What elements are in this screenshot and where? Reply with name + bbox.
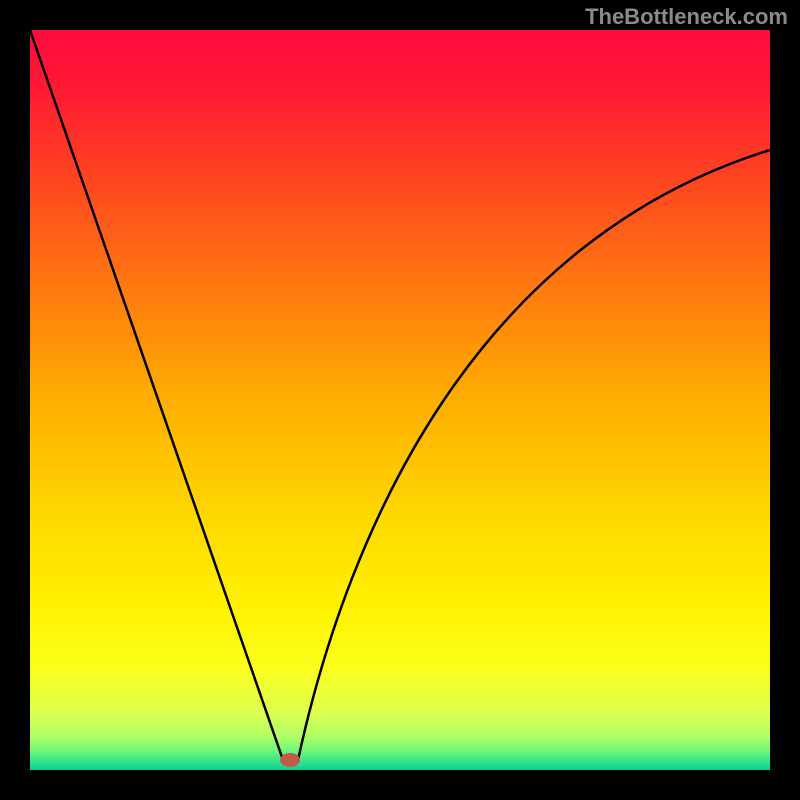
plot-background-gradient [30, 30, 770, 770]
minimum-marker [280, 753, 300, 767]
chart-container: { "watermark": { "text": "TheBottleneck.… [0, 0, 800, 800]
watermark-text: TheBottleneck.com [585, 4, 788, 30]
bottleneck-chart [0, 0, 800, 800]
